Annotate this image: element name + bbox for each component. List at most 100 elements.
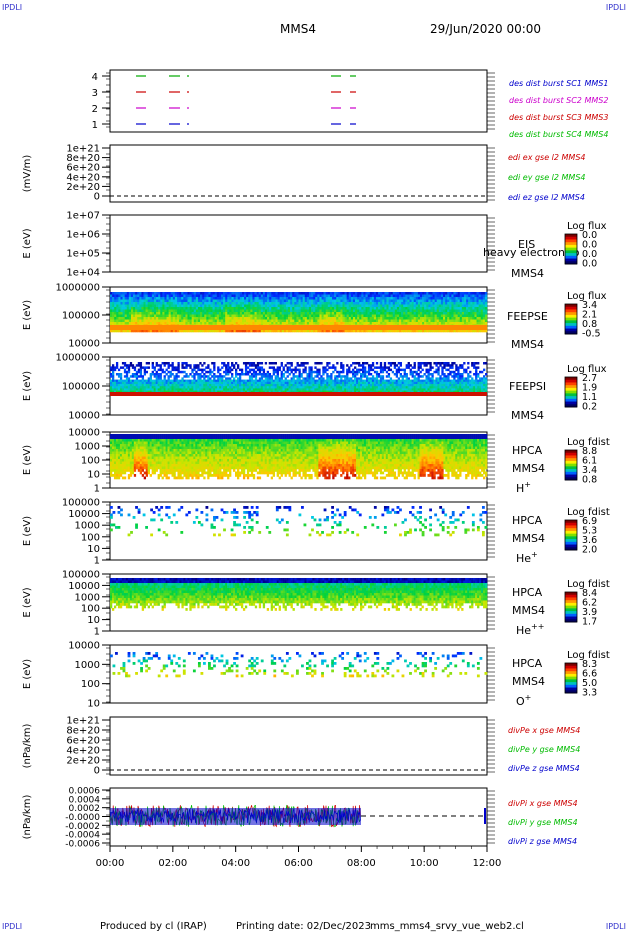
- colorbar-cell: [565, 309, 577, 313]
- species-label: heavy electron to: [483, 246, 580, 259]
- y-axis-label: E (eV): [22, 300, 33, 330]
- y-tick-label: 10000: [68, 411, 100, 422]
- colorbar-tick-label: 5.3: [582, 526, 597, 537]
- spectrogram-hpca_o: [110, 652, 488, 678]
- colorbar-cell: [565, 671, 577, 675]
- colorbar-cell: [565, 328, 577, 332]
- colorbar-cell: [565, 592, 577, 596]
- colorbar-cell: [565, 463, 577, 467]
- y-tick-label: 100: [81, 604, 100, 615]
- y-tick-label: 2e+20: [66, 182, 100, 193]
- x-tick-label: 10:00: [410, 858, 439, 869]
- colorbar-tick-label: 1.7: [582, 617, 597, 628]
- y-tick-label: 1000000: [55, 353, 100, 364]
- y-tick-label: -0.0006: [65, 840, 100, 850]
- y-tick-label: 100000: [62, 570, 100, 581]
- colorbar-cell: [565, 525, 577, 529]
- colorbar-cell: [565, 304, 577, 308]
- y-tick-label: 1000: [75, 592, 100, 603]
- colorbar-tick-label: 2.0: [582, 545, 597, 556]
- colorbar-cell: [565, 611, 577, 615]
- x-tick-label: 04:00: [221, 858, 250, 869]
- colorbar-cell: [565, 616, 577, 620]
- spacecraft-label: MMS4: [512, 604, 545, 617]
- colorbar-cell: [565, 602, 577, 607]
- colorbar-title: Log flux: [567, 291, 607, 302]
- colorbar-cell: [565, 690, 577, 694]
- y-tick-label: -0.0004: [65, 831, 100, 841]
- y-tick-label: 1000: [75, 521, 100, 532]
- series-label: divPi z gse MMS4: [508, 837, 577, 846]
- ion-charge-label: +: [525, 693, 532, 702]
- y-axis-label: E (eV): [22, 587, 33, 617]
- spectrogram-hpca_hepp: [110, 578, 488, 611]
- colorbar-tick-label: 6.6: [582, 669, 597, 680]
- y-tick-label: 100: [81, 679, 100, 690]
- spacecraft-label: MMS4: [512, 462, 545, 475]
- colorbar-cell: [565, 520, 577, 524]
- corner-label-bottom-right: IPDLI: [605, 922, 626, 931]
- colorbar-tick-label: 0.0: [582, 249, 597, 260]
- spectrogram-hpca_h: [110, 434, 488, 480]
- spacecraft-title: MMS4: [280, 22, 316, 36]
- date-title: 29/Jun/2020 00:00: [430, 22, 542, 36]
- instrument-label: FEEPSI: [509, 380, 546, 393]
- colorbar-cell: [565, 387, 577, 392]
- series-label: edi ey gse l2 MMS4: [508, 173, 586, 182]
- colorbar-cell: [565, 673, 577, 678]
- colorbar-cell: [565, 539, 577, 543]
- colorbar-cell: [565, 331, 577, 335]
- colorbar-cell: [565, 398, 577, 403]
- instrument-label: HPCA: [512, 657, 543, 670]
- corner-label-top-right: IPDLI: [605, 3, 626, 12]
- colorbar-tick-label: -0.5: [582, 329, 601, 340]
- spacecraft-label: MMS4: [511, 338, 544, 351]
- colorbar-title: Log fdist: [567, 650, 610, 661]
- ion-charge-label: +: [531, 550, 538, 559]
- colorbar-title: Log flux: [567, 364, 607, 375]
- y-tick-label: 10: [87, 470, 100, 481]
- instrument-label: HPCA: [512, 444, 543, 457]
- series-label: divPi y gse MMS4: [508, 818, 578, 827]
- y-tick-label: 10: [87, 544, 100, 555]
- y-axis-label: (nPa/km): [22, 724, 33, 769]
- spacecraft-label: MMS4: [512, 532, 545, 545]
- y-tick-label: 1000: [75, 660, 100, 671]
- series-label: divPe y gse MMS4: [508, 745, 580, 754]
- colorbar-cell: [565, 393, 577, 397]
- colorbar-tick-label: 0.0: [582, 259, 597, 270]
- colorbar-cell: [565, 663, 577, 667]
- y-tick-label: 8e+20: [66, 153, 100, 164]
- y-tick-label: 1e+04: [66, 268, 100, 279]
- colorbar-frame: [564, 519, 578, 551]
- colorbar-tick-label: 0.0: [582, 230, 597, 241]
- y-tick-label: 2: [92, 104, 98, 115]
- y-tick-label: 100: [81, 532, 100, 543]
- colorbar-cell: [565, 385, 577, 389]
- colorbar-tick-label: 8.3: [582, 659, 597, 670]
- y-tick-label: 10000: [68, 339, 100, 350]
- spacecraft-label: MMS4: [511, 409, 544, 422]
- colorbar-cell: [565, 613, 577, 618]
- colorbar-cell: [565, 458, 577, 462]
- y-tick-label: 1e+21: [66, 144, 100, 155]
- colorbar-tick-label: 3.4: [582, 465, 597, 476]
- ion-label: He+: [516, 550, 538, 565]
- panel-frame-burst: [109, 69, 488, 133]
- colorbar-cell: [565, 466, 577, 470]
- colorbar-cell: [565, 544, 577, 548]
- spacecraft-label: MMS4: [511, 267, 544, 280]
- y-axis-label: E (eV): [22, 659, 33, 689]
- y-tick-label: 4e+20: [66, 172, 100, 183]
- spectrogram-hpca_he: [110, 506, 488, 537]
- instrument-label: HPCA: [512, 514, 543, 527]
- ion-charge-label: ++: [531, 622, 544, 631]
- colorbar-tick-label: 2.7: [582, 373, 597, 384]
- colorbar-cell: [565, 325, 577, 330]
- colorbar-cell: [565, 594, 577, 598]
- colorbar-cell: [565, 687, 577, 691]
- colorbar-cell: [565, 668, 577, 672]
- colorbar-tick-label: 5.0: [582, 678, 597, 689]
- y-tick-label: 8e+20: [66, 726, 100, 737]
